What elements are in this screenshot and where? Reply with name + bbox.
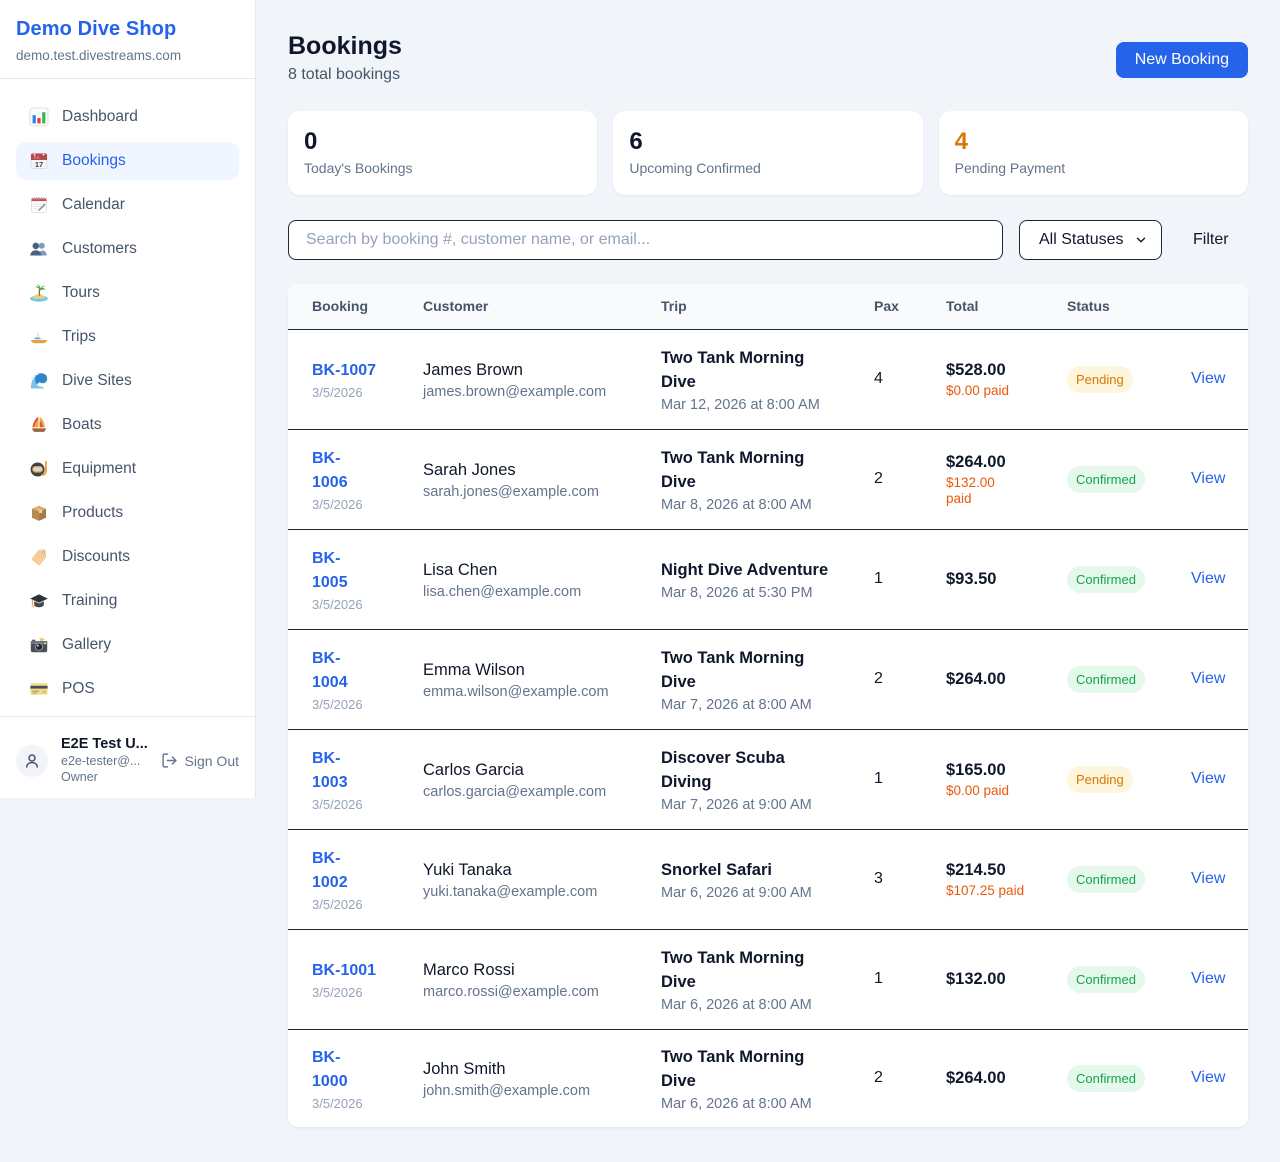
svg-text:JUL: JUL	[34, 155, 40, 159]
svg-text:17: 17	[35, 160, 43, 169]
